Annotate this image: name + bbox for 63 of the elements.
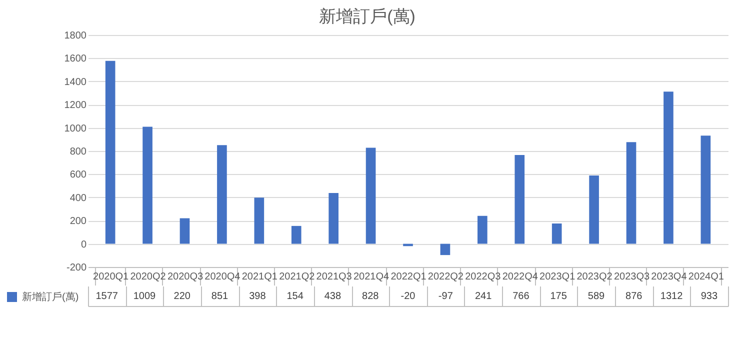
x-tick-label: 2020Q2 bbox=[130, 272, 166, 282]
data-label: 220 bbox=[174, 291, 191, 302]
data-label: 175 bbox=[550, 291, 568, 302]
bar bbox=[180, 218, 190, 244]
bar bbox=[589, 175, 599, 244]
data-label: 851 bbox=[211, 291, 229, 302]
data-label: 828 bbox=[362, 291, 380, 302]
data-label: 438 bbox=[324, 291, 342, 302]
bar bbox=[366, 148, 376, 244]
data-label: 154 bbox=[286, 291, 304, 302]
data-label: -97 bbox=[438, 291, 454, 302]
x-tick-label: 2023Q2 bbox=[576, 272, 613, 282]
y-tick-label: 0 bbox=[80, 239, 87, 250]
x-tick-label: 2023Q1 bbox=[540, 272, 576, 282]
bar bbox=[478, 216, 488, 244]
y-tick-label: 1200 bbox=[64, 100, 87, 112]
data-label: 398 bbox=[249, 291, 266, 302]
data-label: 241 bbox=[474, 291, 492, 302]
y-tick-label: 1000 bbox=[64, 123, 87, 134]
y-tick-label: 1400 bbox=[64, 76, 87, 88]
data-label: 1312 bbox=[660, 291, 684, 302]
data-label: 766 bbox=[512, 291, 530, 302]
y-tick-label: 200 bbox=[70, 216, 87, 228]
x-tick-label: 2020Q4 bbox=[204, 272, 241, 282]
x-tick-label: 2022Q3 bbox=[465, 272, 502, 282]
bar bbox=[142, 126, 152, 244]
bar bbox=[105, 60, 116, 244]
bar bbox=[291, 226, 302, 244]
x-tick-label: 2023Q4 bbox=[651, 272, 688, 282]
chart-title: 新增訂戶(萬) bbox=[319, 7, 416, 26]
y-tick-label: 1800 bbox=[64, 30, 87, 42]
x-tick-label: 2022Q4 bbox=[502, 272, 538, 282]
x-tick-label: 2021Q3 bbox=[316, 272, 352, 282]
data-label: 876 bbox=[626, 291, 643, 302]
x-tick-label: 2024Q1 bbox=[688, 272, 724, 282]
bar bbox=[626, 142, 636, 244]
x-tick-label: 2021Q2 bbox=[279, 272, 316, 282]
data-label: 1009 bbox=[133, 291, 156, 302]
bar bbox=[552, 224, 562, 244]
y-tick-label: 600 bbox=[70, 170, 87, 181]
data-label: 1577 bbox=[96, 291, 118, 302]
x-tick-label: 2022Q1 bbox=[390, 272, 427, 282]
x-tick-label: 2020Q1 bbox=[93, 272, 130, 282]
bar bbox=[440, 244, 450, 256]
bar bbox=[700, 136, 711, 244]
bar bbox=[254, 198, 264, 244]
y-tick-label: -200 bbox=[66, 262, 87, 274]
data-label: -20 bbox=[400, 291, 416, 302]
bar bbox=[514, 154, 525, 244]
bar bbox=[217, 145, 227, 244]
legend-label: 新增訂戶(萬) bbox=[22, 291, 79, 303]
x-tick-label: 2022Q2 bbox=[428, 272, 464, 282]
x-tick-label: 2023Q3 bbox=[614, 272, 650, 282]
bar bbox=[328, 192, 338, 244]
data-label: 933 bbox=[700, 291, 718, 302]
data-label: 589 bbox=[588, 291, 606, 302]
x-tick-label: 2020Q3 bbox=[167, 272, 204, 282]
y-tick-label: 1600 bbox=[64, 54, 87, 65]
y-tick-label: 400 bbox=[70, 192, 87, 204]
y-tick-label: 800 bbox=[70, 146, 87, 158]
x-tick-label: 2021Q1 bbox=[242, 272, 278, 282]
x-tick-label: 2021Q4 bbox=[353, 272, 390, 282]
bar bbox=[664, 92, 674, 244]
